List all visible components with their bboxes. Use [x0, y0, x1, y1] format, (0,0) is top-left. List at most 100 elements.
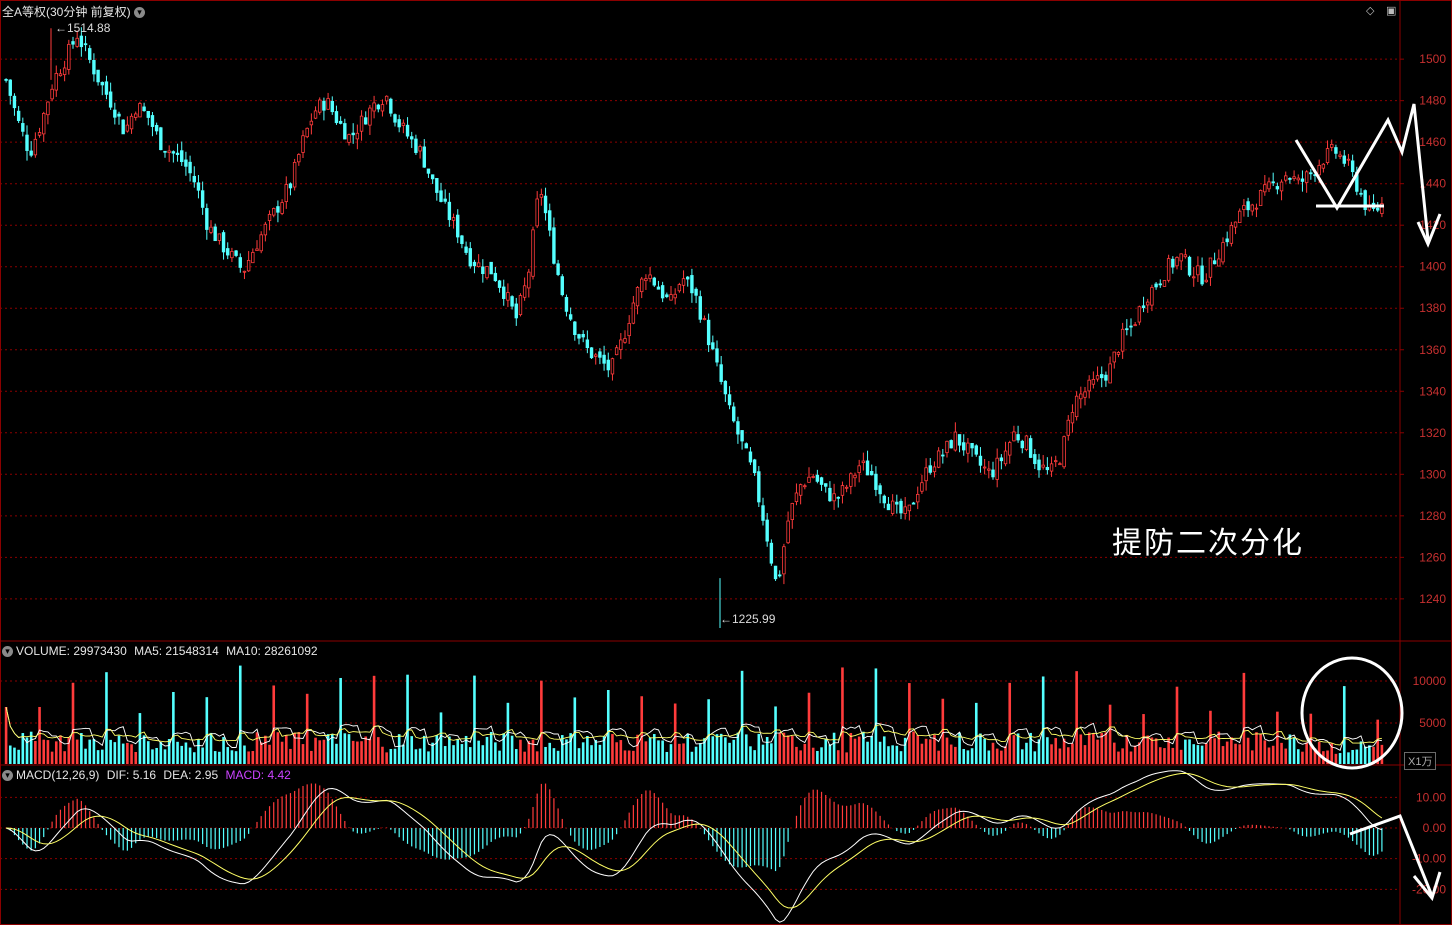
- volume-bar: [477, 740, 480, 764]
- candle-body: [531, 229, 535, 277]
- candle-body: [8, 79, 12, 96]
- chevron-down-icon[interactable]: ▾: [2, 646, 13, 658]
- volume-bar: [188, 747, 192, 764]
- candle-body: [903, 506, 907, 514]
- candle-body: [1120, 328, 1125, 352]
- volume-tick-label: 10000: [1413, 674, 1447, 688]
- volume-bar: [230, 750, 234, 764]
- volume-bar: [703, 738, 706, 764]
- annotation-text: 提防二次分化: [1112, 526, 1304, 561]
- candle-body: [347, 134, 351, 143]
- volume-bar: [431, 742, 434, 764]
- volume-bar: [657, 740, 660, 764]
- candle-body: [464, 246, 468, 253]
- volume-bar: [903, 737, 907, 764]
- volume-bar: [326, 734, 330, 764]
- volume-bar: [540, 680, 543, 764]
- volume-bar: [293, 732, 296, 764]
- volume-bar: [439, 712, 443, 764]
- chevron-down-icon[interactable]: ▾: [134, 7, 146, 19]
- candle-body: [916, 494, 920, 503]
- candle-body: [585, 339, 590, 349]
- candle-body: [924, 467, 928, 482]
- candle-body: [1346, 158, 1351, 161]
- candle-body: [117, 113, 121, 117]
- volume-bar: [824, 738, 828, 764]
- volume-bar: [1234, 743, 1237, 764]
- candle-body: [1112, 351, 1116, 363]
- volume-bar: [343, 733, 347, 764]
- candle-body: [121, 119, 125, 135]
- candle-body: [246, 259, 251, 272]
- candle-body: [644, 278, 648, 282]
- volume-bar: [527, 741, 531, 764]
- candle-body: [46, 101, 50, 116]
- diamond-icon[interactable]: ◇: [1366, 5, 1375, 17]
- volume-bar: [75, 739, 79, 764]
- chevron-down-icon[interactable]: ▾: [2, 770, 13, 782]
- volume-bar: [126, 742, 129, 764]
- candle-body: [769, 542, 774, 564]
- candle-body: [414, 138, 418, 153]
- candle-body: [1296, 177, 1300, 181]
- volume-bar: [155, 747, 158, 764]
- candle-body: [238, 257, 242, 268]
- volume-bar: [694, 746, 698, 764]
- candle-body: [1062, 436, 1066, 468]
- candle-body: [405, 124, 410, 137]
- volume-bar: [1150, 737, 1154, 764]
- candle-body: [757, 471, 761, 503]
- candle-body: [481, 266, 485, 275]
- candle-body: [1003, 450, 1008, 465]
- candle-body: [732, 406, 736, 422]
- candle-body: [1016, 434, 1020, 441]
- volume-bar: [602, 736, 606, 764]
- candle-body: [1279, 181, 1284, 192]
- volume-bar: [987, 750, 991, 764]
- candle-body: [192, 175, 196, 183]
- square-icon[interactable]: ▣: [1386, 5, 1397, 17]
- volume-bar: [966, 750, 970, 764]
- volume-bar: [88, 739, 92, 764]
- candle-body: [25, 134, 29, 151]
- candle-body: [1133, 324, 1137, 327]
- candle-body: [535, 198, 539, 227]
- price-tick-label: 1500: [1419, 52, 1446, 66]
- volume-bar: [468, 747, 472, 764]
- grid-lines: [0, 58, 1400, 890]
- volume-bar: [678, 743, 681, 764]
- candle-body: [895, 501, 899, 505]
- volume-bar: [1050, 744, 1053, 764]
- volume-bar: [782, 732, 786, 764]
- candle-body: [744, 443, 748, 449]
- volume-bar: [765, 737, 769, 764]
- candle-body: [451, 217, 456, 221]
- candle-body: [1008, 442, 1012, 456]
- candle-body: [1221, 242, 1225, 263]
- candle-body: [1304, 171, 1309, 183]
- volume-bar: [912, 731, 915, 764]
- candle-body: [711, 342, 715, 350]
- volume-bar: [54, 741, 58, 764]
- volume-bar: [874, 668, 878, 764]
- candle-body: [1054, 460, 1058, 463]
- volume-bar: [715, 734, 719, 764]
- candle-body: [1187, 256, 1192, 276]
- volume-bar: [506, 702, 510, 764]
- volume-bar: [1054, 738, 1058, 764]
- volume-bar: [770, 743, 773, 764]
- volume-bar: [774, 706, 777, 764]
- volume-bar: [289, 748, 292, 764]
- volume-bar: [1313, 748, 1317, 764]
- candle-body: [623, 338, 627, 343]
- volume-bar: [857, 736, 861, 764]
- candle-body: [138, 103, 142, 118]
- volume-bar: [21, 733, 25, 764]
- candle-body: [761, 505, 765, 521]
- volume-bar: [1037, 739, 1041, 764]
- candle-body: [522, 285, 527, 298]
- volume-bar: [1200, 745, 1204, 764]
- high-price-label: ←1514.88: [55, 21, 111, 35]
